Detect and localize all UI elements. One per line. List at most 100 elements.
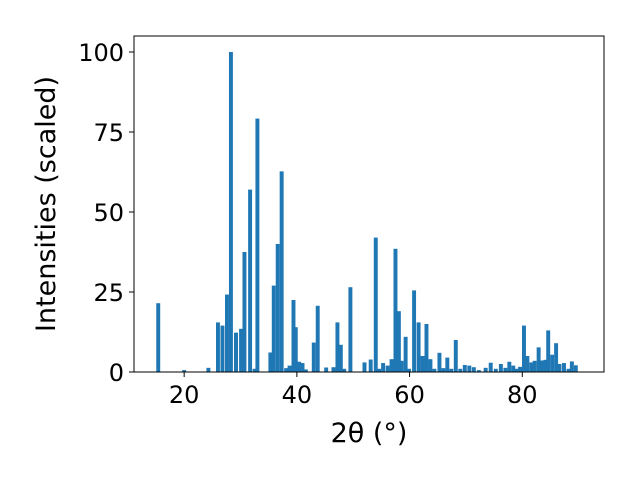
bar <box>546 330 551 372</box>
bar <box>525 356 530 372</box>
bar <box>368 359 373 372</box>
x-axis-label: 2θ (°) <box>331 418 408 449</box>
y-axis-label: Intensities (scaled) <box>31 76 62 332</box>
bar <box>399 360 404 372</box>
bar <box>225 294 229 372</box>
bar <box>206 367 211 372</box>
bar <box>362 362 367 372</box>
bar <box>518 366 522 372</box>
bar <box>416 322 421 372</box>
bar <box>373 237 378 372</box>
bar <box>220 325 225 372</box>
bar <box>242 252 247 372</box>
x-axis: 20 40 60 80 <box>169 372 538 409</box>
bar <box>284 368 289 372</box>
bar <box>342 368 347 372</box>
bar <box>483 367 488 372</box>
bar <box>291 300 296 372</box>
bar <box>311 342 316 372</box>
bar <box>335 322 340 372</box>
y-tick-label: 75 <box>93 119 124 147</box>
bar <box>271 285 276 372</box>
bar <box>441 368 446 372</box>
x-tick-label: 80 <box>507 381 538 409</box>
y-tick-label: 50 <box>93 199 124 227</box>
bar <box>403 336 408 372</box>
bar <box>377 368 382 372</box>
bar <box>315 305 320 372</box>
bar <box>507 361 512 372</box>
bar <box>445 357 450 372</box>
plot-frame <box>133 35 605 373</box>
x-tick-label: 40 <box>282 381 313 409</box>
bar <box>511 365 516 372</box>
bar <box>303 369 308 372</box>
bar <box>300 363 305 372</box>
bar <box>557 364 562 372</box>
bar <box>573 365 578 372</box>
y-tick-label: 25 <box>93 279 124 307</box>
bar <box>432 368 437 372</box>
bar <box>255 118 260 372</box>
bar <box>476 370 481 372</box>
bar <box>412 290 417 372</box>
bar <box>239 328 244 372</box>
bar <box>536 347 541 372</box>
bar <box>275 244 280 372</box>
bar <box>234 332 238 372</box>
bar <box>268 352 273 372</box>
bar <box>543 359 548 372</box>
bar <box>338 344 343 372</box>
bar <box>252 368 257 372</box>
bar <box>216 322 220 372</box>
bar <box>569 361 574 372</box>
bar <box>532 360 537 372</box>
y-tick-label: 0 <box>109 359 124 387</box>
bar <box>554 343 559 372</box>
bar <box>428 359 433 372</box>
y-axis: 0 25 50 75 100 <box>78 39 134 387</box>
bar <box>424 324 429 372</box>
bar <box>453 340 458 372</box>
bar <box>331 367 336 372</box>
bar <box>522 325 526 372</box>
bar <box>529 362 534 372</box>
bar <box>488 362 493 372</box>
bar <box>393 248 398 372</box>
x-tick-label: 20 <box>169 381 200 409</box>
bar <box>467 365 472 372</box>
bar <box>471 367 476 372</box>
bar <box>540 360 544 372</box>
bar <box>462 364 467 372</box>
x-tick-label: 60 <box>394 381 425 409</box>
bar <box>550 354 555 372</box>
bar <box>566 368 571 372</box>
bar <box>348 287 353 372</box>
bar <box>437 352 442 372</box>
bar <box>503 367 508 372</box>
bar <box>407 368 411 372</box>
bar <box>297 361 302 372</box>
y-tick-label: 100 <box>78 39 124 67</box>
bar <box>396 311 401 372</box>
bar <box>287 365 292 372</box>
bar <box>514 368 519 372</box>
bar <box>248 189 253 372</box>
bar <box>458 368 463 372</box>
bar <box>156 303 161 372</box>
bar <box>420 356 425 372</box>
bar <box>498 364 503 372</box>
bar <box>182 370 187 372</box>
bar <box>279 171 284 372</box>
bar <box>293 327 298 372</box>
bar <box>449 368 454 372</box>
bar <box>228 52 233 372</box>
bar <box>493 368 498 372</box>
bar-series <box>156 52 578 372</box>
bar <box>389 359 394 372</box>
bar <box>385 365 390 372</box>
bar <box>562 363 566 372</box>
bar <box>381 363 386 372</box>
bar <box>324 367 329 372</box>
